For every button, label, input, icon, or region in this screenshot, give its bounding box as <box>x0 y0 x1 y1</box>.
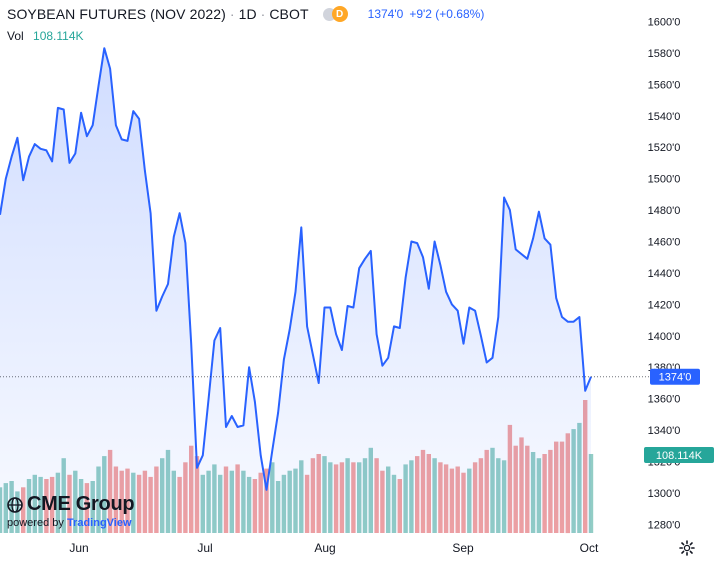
y-tick-label: 1440'0 <box>648 268 681 280</box>
tradingview-link[interactable]: TradingView <box>66 517 132 529</box>
separator-dot: · <box>229 6 235 22</box>
y-tick-label: 1400'0 <box>648 331 681 343</box>
last-price-badge-text: 1374'0 <box>659 372 692 384</box>
y-tick-label: 1360'0 <box>648 394 681 406</box>
chart-header: SOYBEAN FUTURES (NOV 2022) · 1D · CBOT D… <box>7 5 484 23</box>
last-volume-badge <box>644 447 714 463</box>
y-tick-label: 1300'0 <box>648 488 681 500</box>
exchange-label: CBOT <box>269 6 309 22</box>
globe-icon <box>7 496 23 513</box>
y-tick-label: 1280'0 <box>648 519 681 531</box>
volume-legend: Vol 108.114K <box>7 29 84 43</box>
x-tick-label: Sep <box>452 541 474 555</box>
delayed-data-badge[interactable]: D <box>331 6 348 22</box>
y-tick-label: 1460'0 <box>648 237 681 249</box>
brand-name: CME Group <box>27 493 135 515</box>
last-price: 1374'0 <box>367 7 404 21</box>
volume-label: Vol <box>7 29 24 43</box>
x-tick-label: Jun <box>69 541 88 555</box>
interval-label[interactable]: 1D <box>238 6 257 22</box>
symbol-title: SOYBEAN FUTURES (NOV 2022) <box>7 6 226 22</box>
y-tick-label: 1580'0 <box>648 48 681 60</box>
brand-logo[interactable]: CME Group powered by TradingView <box>7 493 135 529</box>
y-tick-label: 1600'0 <box>648 17 681 29</box>
last-price-badge <box>650 368 700 385</box>
y-tick-label: 1420'0 <box>648 299 681 311</box>
time-axis: Jun Jul Aug Sep Oct <box>69 541 599 555</box>
separator-dot: · <box>260 6 266 22</box>
gear-icon[interactable] <box>679 540 695 556</box>
y-tick-label: 1540'0 <box>648 111 681 123</box>
volume-value: 108.114K <box>33 29 84 43</box>
y-tick-label: 1340'0 <box>648 425 681 437</box>
x-tick-label: Aug <box>314 541 335 555</box>
x-tick-label: Oct <box>580 541 599 555</box>
y-tick-label: 1500'0 <box>648 174 681 186</box>
y-tick-label: 1560'0 <box>648 79 681 91</box>
last-volume-badge-text: 108.114K <box>656 450 703 462</box>
price-area-fill <box>0 48 591 533</box>
price-change: +9'2 (+0.68%) <box>409 7 485 21</box>
status-indicators: D <box>322 6 348 22</box>
y-tick-label: 1480'0 <box>648 205 681 217</box>
y-tick-label: 1520'0 <box>648 142 681 154</box>
powered-by-text: powered by <box>7 517 64 529</box>
x-tick-label: Jul <box>197 541 212 555</box>
price-line <box>0 47 592 491</box>
